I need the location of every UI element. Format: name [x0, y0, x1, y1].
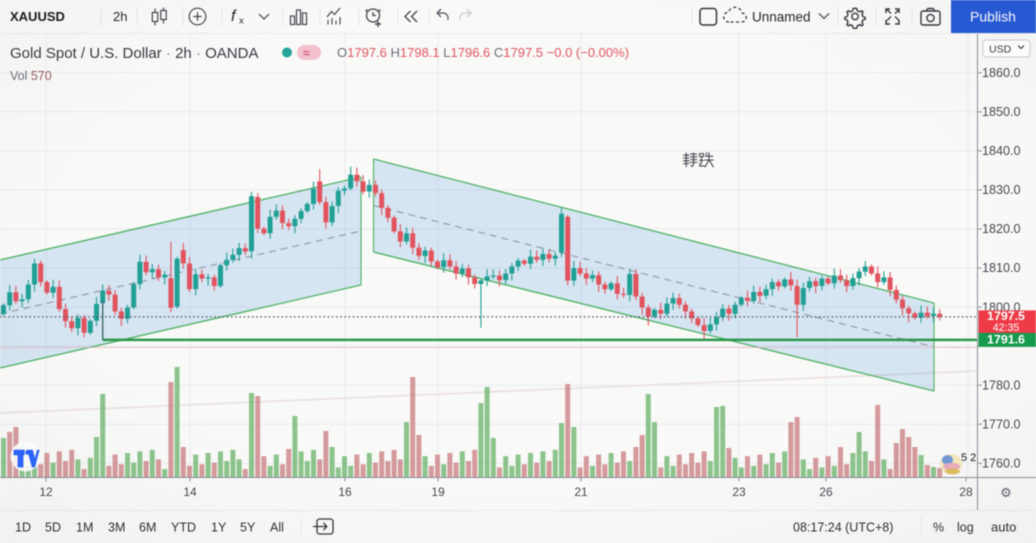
- svg-text:08:17:24 (UTC+8): 08:17:24 (UTC+8): [793, 521, 893, 535]
- svg-text:6M: 6M: [139, 521, 156, 535]
- svg-text:%: %: [933, 521, 944, 535]
- svg-text:All: All: [270, 521, 284, 535]
- svg-text:1Y: 1Y: [211, 521, 227, 535]
- svg-text:5Y: 5Y: [240, 521, 256, 535]
- svg-text:YTD: YTD: [171, 521, 196, 535]
- svg-text:5D: 5D: [45, 521, 61, 535]
- svg-text:1M: 1M: [76, 521, 93, 535]
- svg-text:3M: 3M: [108, 521, 125, 535]
- svg-text:auto: auto: [991, 520, 1016, 535]
- svg-text:log: log: [957, 521, 974, 535]
- svg-text:1D: 1D: [15, 521, 31, 535]
